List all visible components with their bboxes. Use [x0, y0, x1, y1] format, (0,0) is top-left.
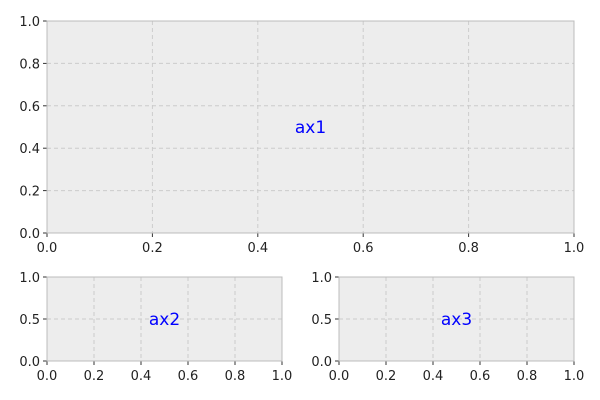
- y-tick-label: 0.5: [311, 313, 332, 328]
- axes-3: 0.0 0.2 0.4 0.6 0.8 1.0 0.0 0.5 1.0 ax3: [311, 271, 584, 384]
- y-tick-label: 0.4: [19, 142, 40, 157]
- x-tick-label: 0.2: [84, 369, 105, 384]
- y-tick-label: 1.0: [19, 15, 40, 30]
- x-tick-label: 0.6: [178, 369, 199, 384]
- axes-annotation: ax2: [149, 310, 180, 330]
- y-tick-label: 0.0: [19, 355, 40, 370]
- axes-background: [47, 21, 574, 233]
- x-tick-label: 0.4: [247, 241, 268, 256]
- y-tick-label: 0.2: [19, 185, 40, 200]
- axes-background: [339, 277, 574, 361]
- y-tick-label: 1.0: [19, 271, 40, 286]
- x-tick-label: 0.6: [353, 241, 374, 256]
- axes-1: 0.0 0.2 0.4 0.6 0.8 1.0 0.0 0.2 0.4 0.6 0.8 1.0 ax1: [19, 15, 584, 256]
- y-tick-label: 0.0: [19, 227, 40, 242]
- x-tick-label: 0.6: [470, 369, 491, 384]
- axes-spines: [46, 276, 283, 362]
- x-tick-label: 0.8: [517, 369, 538, 384]
- y-tick-label: 0.8: [19, 57, 40, 72]
- x-tick-label: 1.0: [272, 369, 293, 384]
- x-tick-label: 0.0: [329, 369, 350, 384]
- axes-annotation: ax1: [295, 118, 326, 138]
- axes-2: 0.0 0.2 0.4 0.6 0.8 1.0 0.0 0.5 1.0 ax2: [19, 271, 292, 384]
- x-tick-label: 0.0: [37, 369, 58, 384]
- x-tick-label: 1.0: [564, 241, 585, 256]
- x-tick-label: 0.8: [458, 241, 479, 256]
- x-tick-label: 0.2: [142, 241, 163, 256]
- y-tick-label: 0.0: [311, 355, 332, 370]
- x-tick-label: 1.0: [564, 369, 585, 384]
- axes-spines: [338, 276, 575, 362]
- y-tick-label: 1.0: [311, 271, 332, 286]
- y-tick-label: 0.6: [19, 100, 40, 115]
- x-tick-label: 0.0: [37, 241, 58, 256]
- y-tick-label: 0.5: [19, 313, 40, 328]
- x-tick-label: 0.4: [423, 369, 444, 384]
- axes-spines: [46, 20, 575, 234]
- x-tick-label: 0.2: [376, 369, 397, 384]
- axes-annotation: ax3: [441, 310, 472, 330]
- x-tick-label: 0.8: [225, 369, 246, 384]
- x-tick-label: 0.4: [131, 369, 152, 384]
- axes-background: [47, 277, 282, 361]
